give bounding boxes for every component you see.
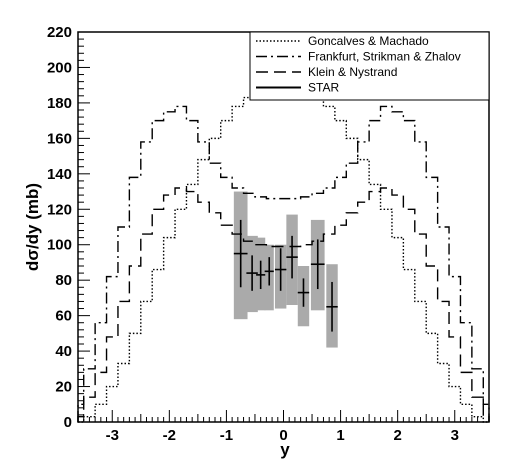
- star-data-point: [297, 278, 310, 307]
- legend-label-frankfurt-strikman-zhalov: Frankfurt, Strikman & Zhalov: [308, 50, 461, 64]
- series-line-dashdot: [77, 105, 490, 422]
- x-tick-label: -2: [163, 427, 176, 444]
- x-axis-title: y: [280, 440, 290, 459]
- legend-box: [249, 31, 490, 101]
- star-data-point: [256, 260, 266, 290]
- y-axis-ticks: 0 20 40 60 80 100 120 140 160 180 200 220: [47, 24, 90, 431]
- y-tick-label: 60: [55, 308, 72, 325]
- x-tick-label: 0: [279, 427, 287, 444]
- y-tick-label: 80: [55, 272, 72, 289]
- legend-label-star: STAR: [308, 81, 339, 95]
- x-tick-label: -1: [220, 427, 233, 444]
- legend: Goncalves & Machado Frankfurt, Strikman …: [249, 31, 490, 101]
- y-tick-label: 0: [64, 414, 72, 431]
- legend-label-klein-nystrand: Klein & Nystrand: [308, 65, 397, 79]
- y-tick-label: 180: [47, 95, 72, 112]
- x-tick-label: 2: [393, 427, 401, 444]
- star-data-point: [310, 239, 325, 290]
- theory-curves: [77, 84, 490, 423]
- y-tick-label: 20: [55, 379, 72, 396]
- y-tick-label: 40: [55, 343, 72, 360]
- y-axis-title: dσ/dy (mb): [23, 183, 42, 271]
- star-data-points: [233, 219, 338, 332]
- legend-label-goncalves-machado: Goncalves & Machado: [308, 34, 429, 48]
- y-tick-label: 120: [47, 201, 72, 218]
- star-data-point: [246, 255, 258, 291]
- star-data-point: [274, 248, 287, 291]
- star-data-point: [233, 219, 248, 288]
- y-tick-label: 160: [47, 130, 72, 147]
- star-data-point: [286, 235, 298, 279]
- x-tick-label: 3: [451, 427, 459, 444]
- x-tick-label: 1: [336, 427, 344, 444]
- y-tick-label: 100: [47, 237, 72, 254]
- x-tick-label: -3: [106, 427, 119, 444]
- y-tick-label: 200: [47, 59, 72, 76]
- star-data-point: [326, 281, 338, 332]
- star-data-point: [264, 257, 274, 286]
- series-line-dashed: [77, 187, 490, 422]
- y-tick-label: 220: [47, 24, 72, 41]
- x-axis-ticks: -3 -2 -1 0 1 2 3: [83, 410, 479, 444]
- y-tick-label: 140: [47, 166, 72, 183]
